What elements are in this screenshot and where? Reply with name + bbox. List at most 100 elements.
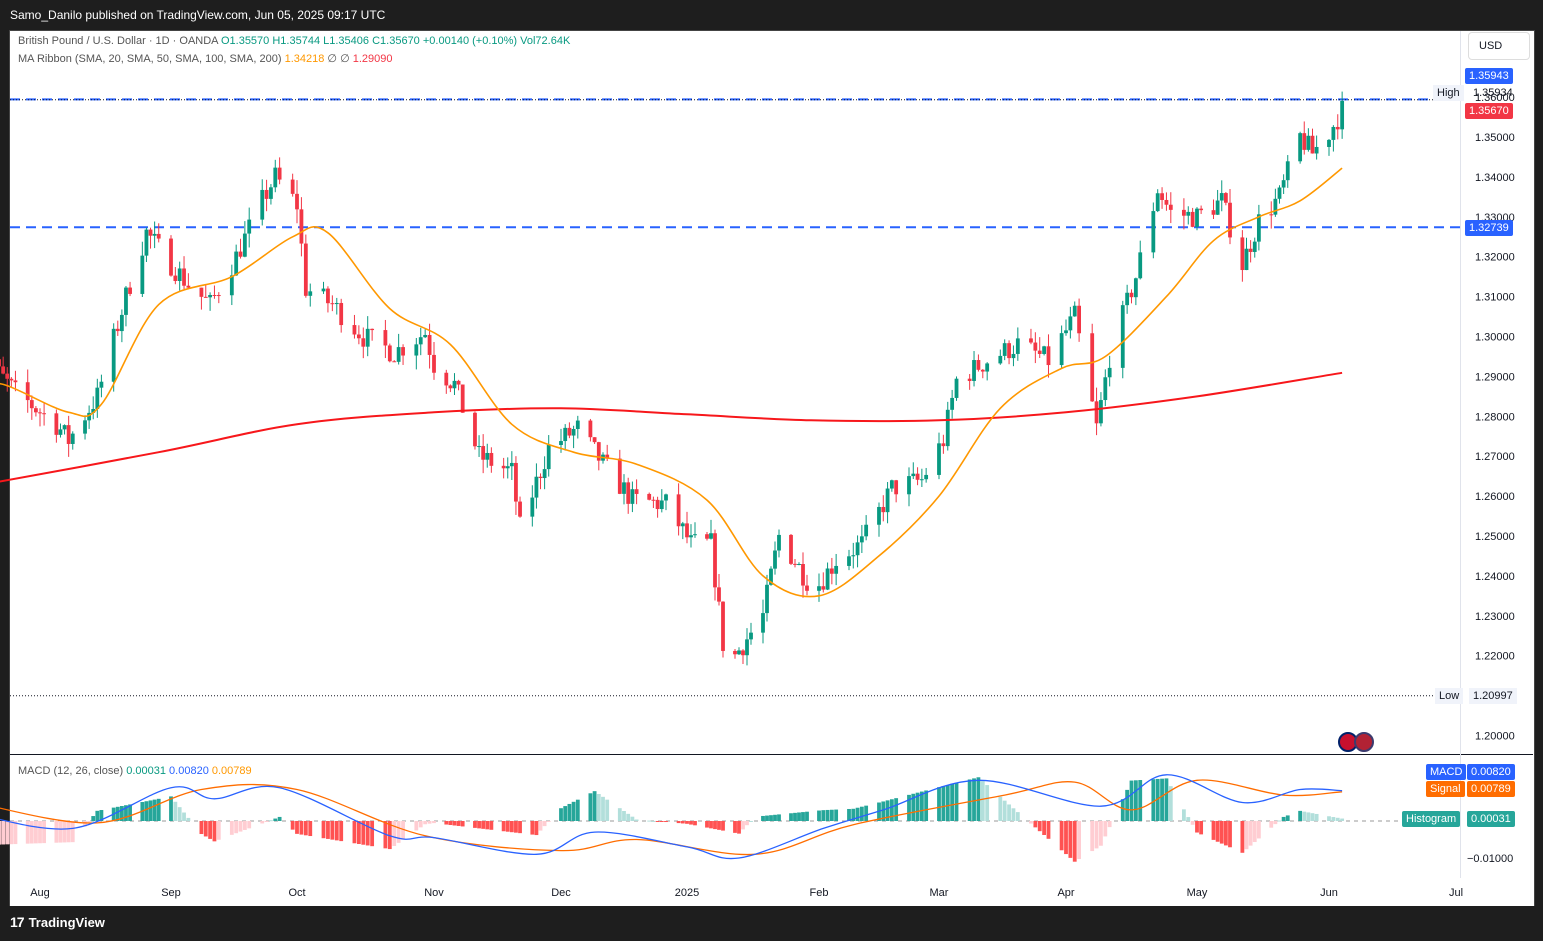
macd-histogram-bar [1199, 821, 1204, 835]
macd-pane [0, 774, 1460, 862]
candle [456, 379, 461, 391]
flags-icon[interactable] [1338, 732, 1376, 752]
candle [797, 562, 801, 566]
macd-histogram-bar [538, 821, 543, 831]
candle [1199, 205, 1204, 214]
macd-histogram-bar [334, 821, 339, 841]
macd-histogram-bar [418, 821, 423, 828]
macd-histogram-bar [1281, 816, 1286, 821]
macd-histogram-bar [124, 805, 128, 821]
ma-name: MA Ribbon (SMA, 20, SMA, 50, SMA, 100, S… [18, 53, 282, 65]
macd-histogram-bar [980, 781, 985, 821]
macd-histogram-bar [1107, 821, 1112, 828]
macd-histogram-bar [203, 821, 208, 837]
macd-histogram-bar [605, 799, 610, 821]
macd-histogram-bar [144, 801, 149, 821]
currency-button[interactable]: USD [1468, 32, 1530, 60]
macd-histogram-bar [396, 821, 401, 843]
candle [83, 415, 87, 440]
candle [1281, 174, 1286, 195]
candle [915, 467, 920, 486]
candle [460, 384, 465, 413]
macd-histogram-bar [148, 800, 153, 821]
macd-histogram-bar [1033, 821, 1038, 828]
macd-histogram-bar [169, 796, 173, 821]
candle [238, 238, 243, 259]
macd-histogram-bar [546, 821, 551, 822]
candle [308, 283, 313, 307]
candle [70, 431, 75, 450]
candle [847, 549, 851, 571]
macd-histogram-bar [737, 821, 741, 834]
macd-histogram-bar [919, 791, 924, 821]
candle [924, 467, 929, 483]
candle [326, 286, 330, 313]
candle [713, 529, 717, 601]
chart-frame [9, 30, 1535, 908]
candle [448, 384, 453, 393]
macd-histogram-bar [54, 821, 59, 843]
candle [1269, 201, 1274, 229]
macd-histogram-bar [212, 821, 217, 842]
histogram-label-tag: Histogram [1402, 811, 1461, 827]
macd-histogram-bar [1155, 778, 1160, 821]
macd-histogram-bar [448, 821, 453, 826]
macd-histogram-bar [216, 821, 221, 840]
candle [128, 281, 132, 297]
candle [941, 434, 946, 454]
macd-histogram-bar [1240, 821, 1245, 853]
candle [967, 374, 972, 390]
macd-histogram-bar [976, 777, 981, 821]
macd-histogram-bar [1, 821, 6, 845]
x-tick-label: Sep [161, 887, 181, 899]
macd-histogram-bar [630, 816, 635, 821]
candle [1125, 284, 1130, 314]
macd-histogram-bar [859, 806, 864, 821]
macd-line [0, 774, 1343, 860]
candle [1029, 328, 1033, 345]
candle [617, 449, 622, 495]
candle [485, 443, 490, 468]
macd-histogram-bar [95, 810, 100, 821]
macd-legend: MACD (12, 26, close) 0.00031 0.00820 0.0… [18, 765, 252, 777]
candle [676, 483, 681, 536]
candle [546, 435, 551, 477]
macd-histogram-bar [777, 814, 781, 821]
macd-histogram-bar [392, 821, 397, 846]
candle [148, 227, 153, 249]
macd-histogram-bar [1219, 821, 1224, 844]
candle [1277, 185, 1282, 204]
macd-histogram-bar [260, 821, 265, 824]
candle [169, 235, 173, 277]
sma20-line [0, 167, 1343, 598]
candle [689, 524, 693, 548]
macd-histogram-bar [596, 793, 601, 821]
candle [396, 333, 401, 365]
macd-histogram-bar [709, 821, 713, 829]
candle [954, 376, 959, 401]
tradingview-logo[interactable]: 17 TradingView [10, 914, 105, 930]
macd-histogram-bar [1248, 821, 1253, 846]
macd-histogram-bar [972, 778, 976, 821]
high-value: H1.35744 [272, 35, 321, 47]
candle [1211, 199, 1216, 220]
macd-histogram-bar [1182, 809, 1186, 821]
candle [383, 319, 388, 359]
macd-histogram-bar [152, 799, 157, 821]
macd-histogram-bar [295, 821, 299, 834]
candle [264, 179, 269, 212]
candle [1219, 180, 1224, 212]
candle [622, 474, 626, 505]
candle [401, 344, 405, 365]
macd-histogram-bar [356, 821, 361, 844]
macd-histogram-bar [1195, 821, 1199, 833]
candle [95, 378, 100, 418]
candle [452, 373, 457, 395]
y-tick-label: 1.32000 [1475, 252, 1515, 264]
candle [1273, 188, 1278, 217]
candle [299, 197, 304, 257]
candle [864, 515, 869, 541]
tradingview-mark-icon: 17 [10, 914, 25, 930]
macd-histogram-bar [945, 784, 950, 821]
